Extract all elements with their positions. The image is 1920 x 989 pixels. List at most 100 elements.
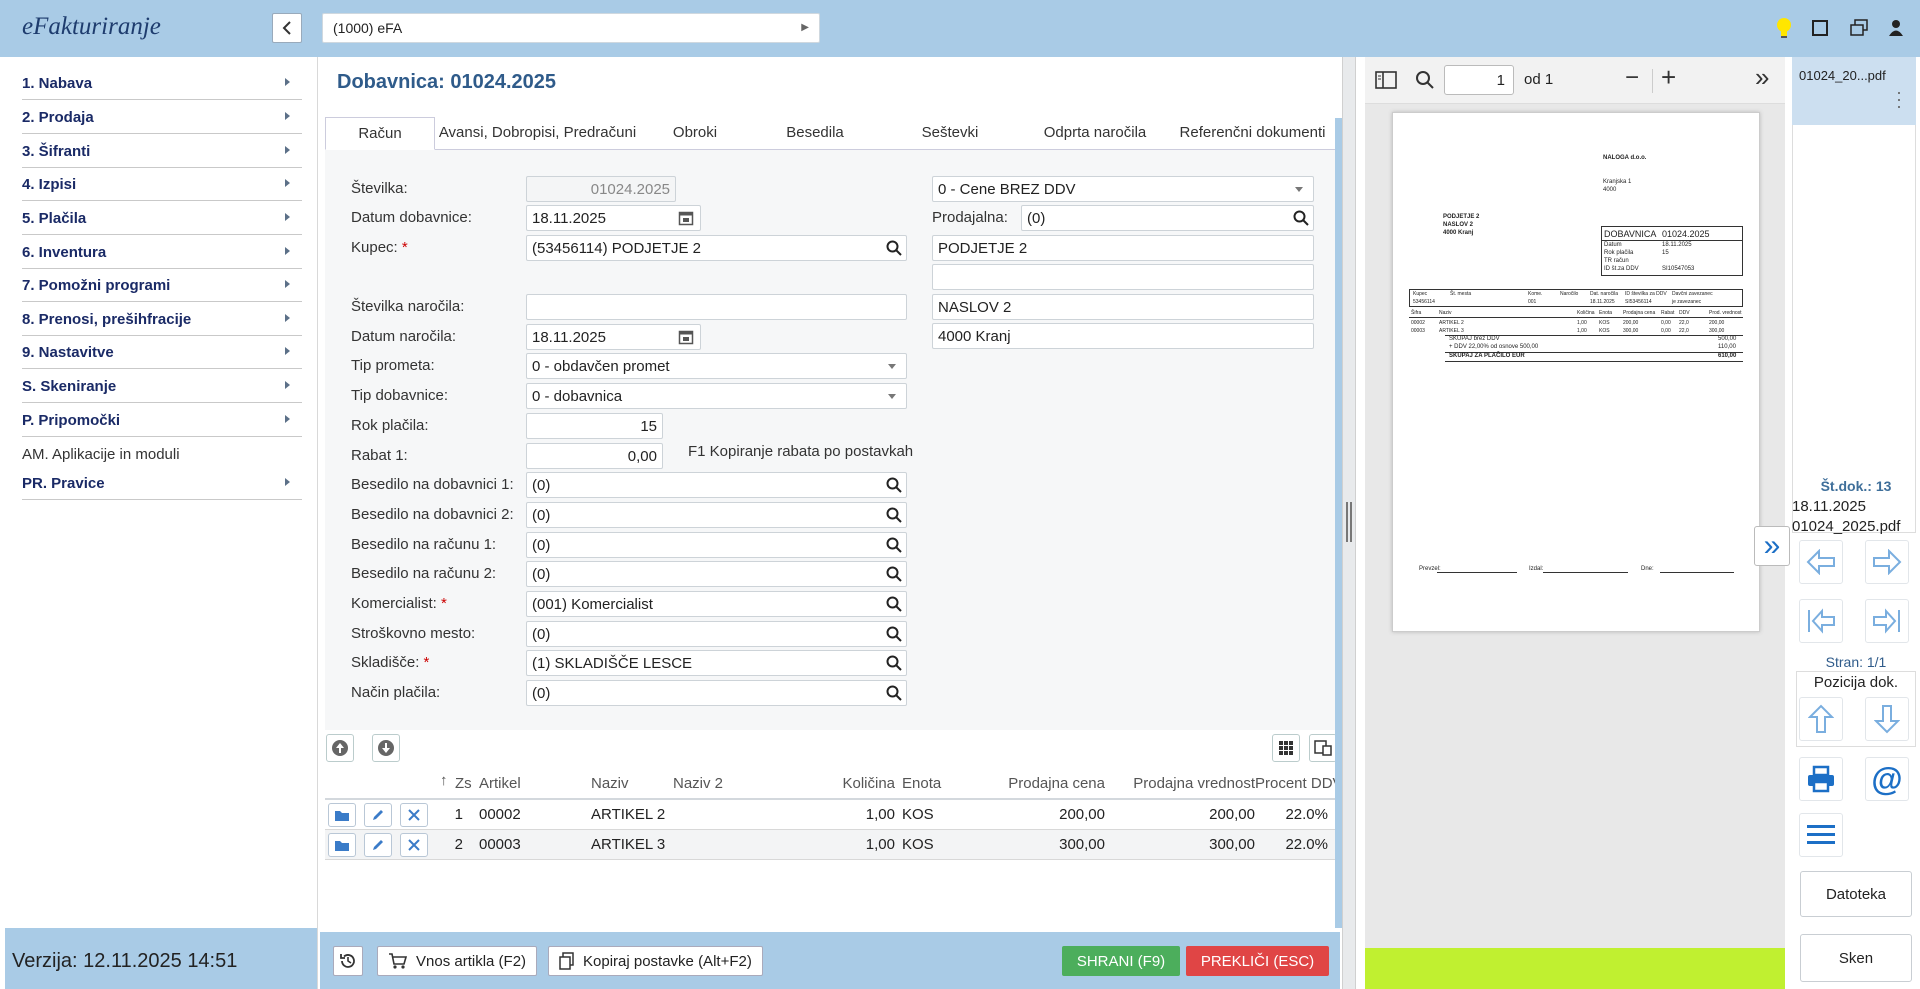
- pdf-page-input[interactable]: 1: [1444, 65, 1514, 95]
- collapse-sidebar-button[interactable]: [272, 13, 302, 43]
- sidebar-item-3[interactable]: 3. Šifranti: [22, 135, 302, 168]
- preklici-button[interactable]: PREKLIČI (ESC): [1186, 946, 1329, 976]
- zoom-out-button[interactable]: −: [1625, 64, 1640, 91]
- delete-button[interactable]: [400, 833, 428, 857]
- sidebar-item-13[interactable]: PR. Pravice: [22, 467, 302, 500]
- form-scrollbar[interactable]: [1335, 118, 1342, 928]
- sort-arrow-icon[interactable]: ↑: [440, 772, 448, 789]
- tab-obroki[interactable]: Obroki: [672, 124, 718, 141]
- sidebar-item-5[interactable]: 5. Plačila: [22, 202, 302, 235]
- move-down-button[interactable]: [372, 734, 400, 762]
- nacin-placila-field[interactable]: (0): [526, 680, 907, 706]
- sidebar-toggle-icon[interactable]: [1375, 70, 1397, 90]
- search-icon[interactable]: [886, 685, 902, 701]
- tip-dobavnice-select[interactable]: 0 - dobavnica: [526, 383, 907, 409]
- last-doc-button[interactable]: [1865, 599, 1909, 643]
- vnos-artikla-button[interactable]: Vnos artikla (F2): [377, 946, 538, 976]
- lightbulb-button[interactable]: [1770, 13, 1798, 43]
- zoom-in-button[interactable]: +: [1661, 62, 1677, 92]
- user-button[interactable]: [1882, 13, 1910, 43]
- col-naziv2[interactable]: Naziv 2: [673, 775, 724, 792]
- open-button[interactable]: [328, 803, 356, 827]
- position-down-button[interactable]: [1865, 697, 1909, 741]
- sidebar-item-9[interactable]: 9. Nastavitve: [22, 336, 302, 369]
- rabat-field[interactable]: 0,00: [526, 443, 663, 469]
- search-icon[interactable]: [1415, 70, 1435, 90]
- email-button[interactable]: @: [1865, 757, 1909, 801]
- sidebar-item-1[interactable]: 1. Nabava: [22, 67, 302, 100]
- edit-button[interactable]: [364, 833, 392, 857]
- sken-button[interactable]: Sken: [1800, 934, 1912, 982]
- posta-field[interactable]: 4000 Kranj: [932, 323, 1314, 349]
- stevilka-narocila-field[interactable]: [526, 294, 907, 320]
- delete-button[interactable]: [400, 803, 428, 827]
- search-icon[interactable]: [886, 507, 902, 523]
- prev-doc-button[interactable]: [1799, 540, 1843, 584]
- datum-dobavnice-field[interactable]: 18.11.2025: [526, 205, 701, 231]
- history-button[interactable]: [333, 946, 363, 976]
- shrani-button[interactable]: SHRANI (F9): [1062, 946, 1180, 976]
- tab-besedila[interactable]: Besedila: [786, 124, 844, 141]
- company-select[interactable]: (1000) eFA ▶: [322, 13, 820, 43]
- sidebar-item-11[interactable]: P. Pripomočki: [22, 404, 302, 437]
- next-doc-button[interactable]: [1865, 540, 1909, 584]
- print-button[interactable]: [1799, 757, 1843, 801]
- table-row[interactable]: 2 00003 ARTIKEL 3 1,00 KOS 300,00 300,00 22.0%: [325, 830, 1335, 860]
- col-kolicina[interactable]: Količina: [842, 775, 895, 792]
- sidebar-item-8[interactable]: 8. Prenosi, preših​fracije: [22, 303, 302, 336]
- stroskovno-mesto-field[interactable]: (0): [526, 621, 907, 647]
- open-button[interactable]: [328, 833, 356, 857]
- stevilka-field[interactable]: 01024.2025: [526, 176, 676, 202]
- search-icon[interactable]: [886, 566, 902, 582]
- search-icon[interactable]: [1293, 210, 1309, 226]
- layout-button[interactable]: [1309, 734, 1337, 762]
- tip-prometa-select[interactable]: 0 - obdavčen promet: [526, 353, 907, 379]
- edit-button[interactable]: [364, 803, 392, 827]
- besedilo-racun1-field[interactable]: (0): [526, 532, 907, 558]
- tab-sestevki[interactable]: Seštevki: [921, 124, 979, 141]
- kupec-field[interactable]: (53456114) PODJETJE 2: [526, 235, 907, 261]
- col-artikel[interactable]: Artikel: [479, 775, 521, 792]
- besedilo-racun2-field[interactable]: (0): [526, 561, 907, 587]
- besedilo-dobavnica2-field[interactable]: (0): [526, 502, 907, 528]
- search-icon[interactable]: [886, 655, 902, 671]
- col-zs[interactable]: Zs: [455, 775, 472, 792]
- search-icon[interactable]: [886, 240, 902, 256]
- col-enota[interactable]: Enota: [902, 775, 942, 792]
- col-prodajna-vrednost[interactable]: Prodajna vrednost: [1133, 775, 1255, 792]
- sidebar-item-2[interactable]: 2. Prodaja: [22, 101, 302, 134]
- tab-avansi[interactable]: Avansi, Dobropisi, Predračuni: [438, 124, 637, 141]
- expand-pane-button[interactable]: »: [1754, 526, 1790, 566]
- besedilo-dobavnica1-field[interactable]: (0): [526, 472, 907, 498]
- kopiraj-postavke-button[interactable]: Kopiraj postavke (Alt+F2): [548, 946, 763, 976]
- first-doc-button[interactable]: [1799, 599, 1843, 643]
- window-button[interactable]: [1806, 13, 1834, 43]
- position-up-button[interactable]: [1799, 697, 1843, 741]
- tab-referencni-dokumenti[interactable]: Referenčni dokumenti: [1179, 124, 1326, 141]
- sidebar-item-10[interactable]: S. Skeniranje: [22, 370, 302, 403]
- sidebar-item-12[interactable]: AM. Aplikacije in moduli: [22, 438, 302, 471]
- windows-button[interactable]: [1845, 13, 1873, 43]
- calendar-icon[interactable]: [678, 329, 694, 345]
- search-icon[interactable]: [886, 596, 902, 612]
- search-icon[interactable]: [886, 477, 902, 493]
- more-tools-button[interactable]: »: [1755, 62, 1770, 92]
- cene-select[interactable]: 0 - Cene BREZ DDV: [932, 176, 1314, 202]
- naziv1-field[interactable]: PODJETJE 2: [932, 235, 1314, 261]
- tab-odprta-narocila[interactable]: Odprta naročila: [1043, 124, 1147, 141]
- tab-racun[interactable]: Račun: [325, 117, 435, 150]
- rok-placila-field[interactable]: 15: [526, 413, 663, 439]
- sidebar-item-4[interactable]: 4. Izpisi: [22, 168, 302, 201]
- naslov-field[interactable]: NASLOV 2: [932, 294, 1314, 320]
- calendar-icon[interactable]: [678, 210, 694, 226]
- kebab-menu-icon[interactable]: · · ·: [1896, 82, 1902, 116]
- search-icon[interactable]: [886, 626, 902, 642]
- sidebar-item-7[interactable]: 7. Pomožni programi: [22, 269, 302, 302]
- col-naziv[interactable]: Naziv: [591, 775, 629, 792]
- move-up-button[interactable]: [326, 734, 354, 762]
- col-procent-ddv[interactable]: Procent DDV: [1255, 775, 1343, 792]
- grid-view-button[interactable]: [1272, 734, 1300, 762]
- attachment-thumbnail[interactable]: 01024_20...pdf · · ·: [1792, 57, 1916, 125]
- pane-splitter[interactable]: [1342, 57, 1356, 989]
- sidebar-item-6[interactable]: 6. Inventura: [22, 236, 302, 269]
